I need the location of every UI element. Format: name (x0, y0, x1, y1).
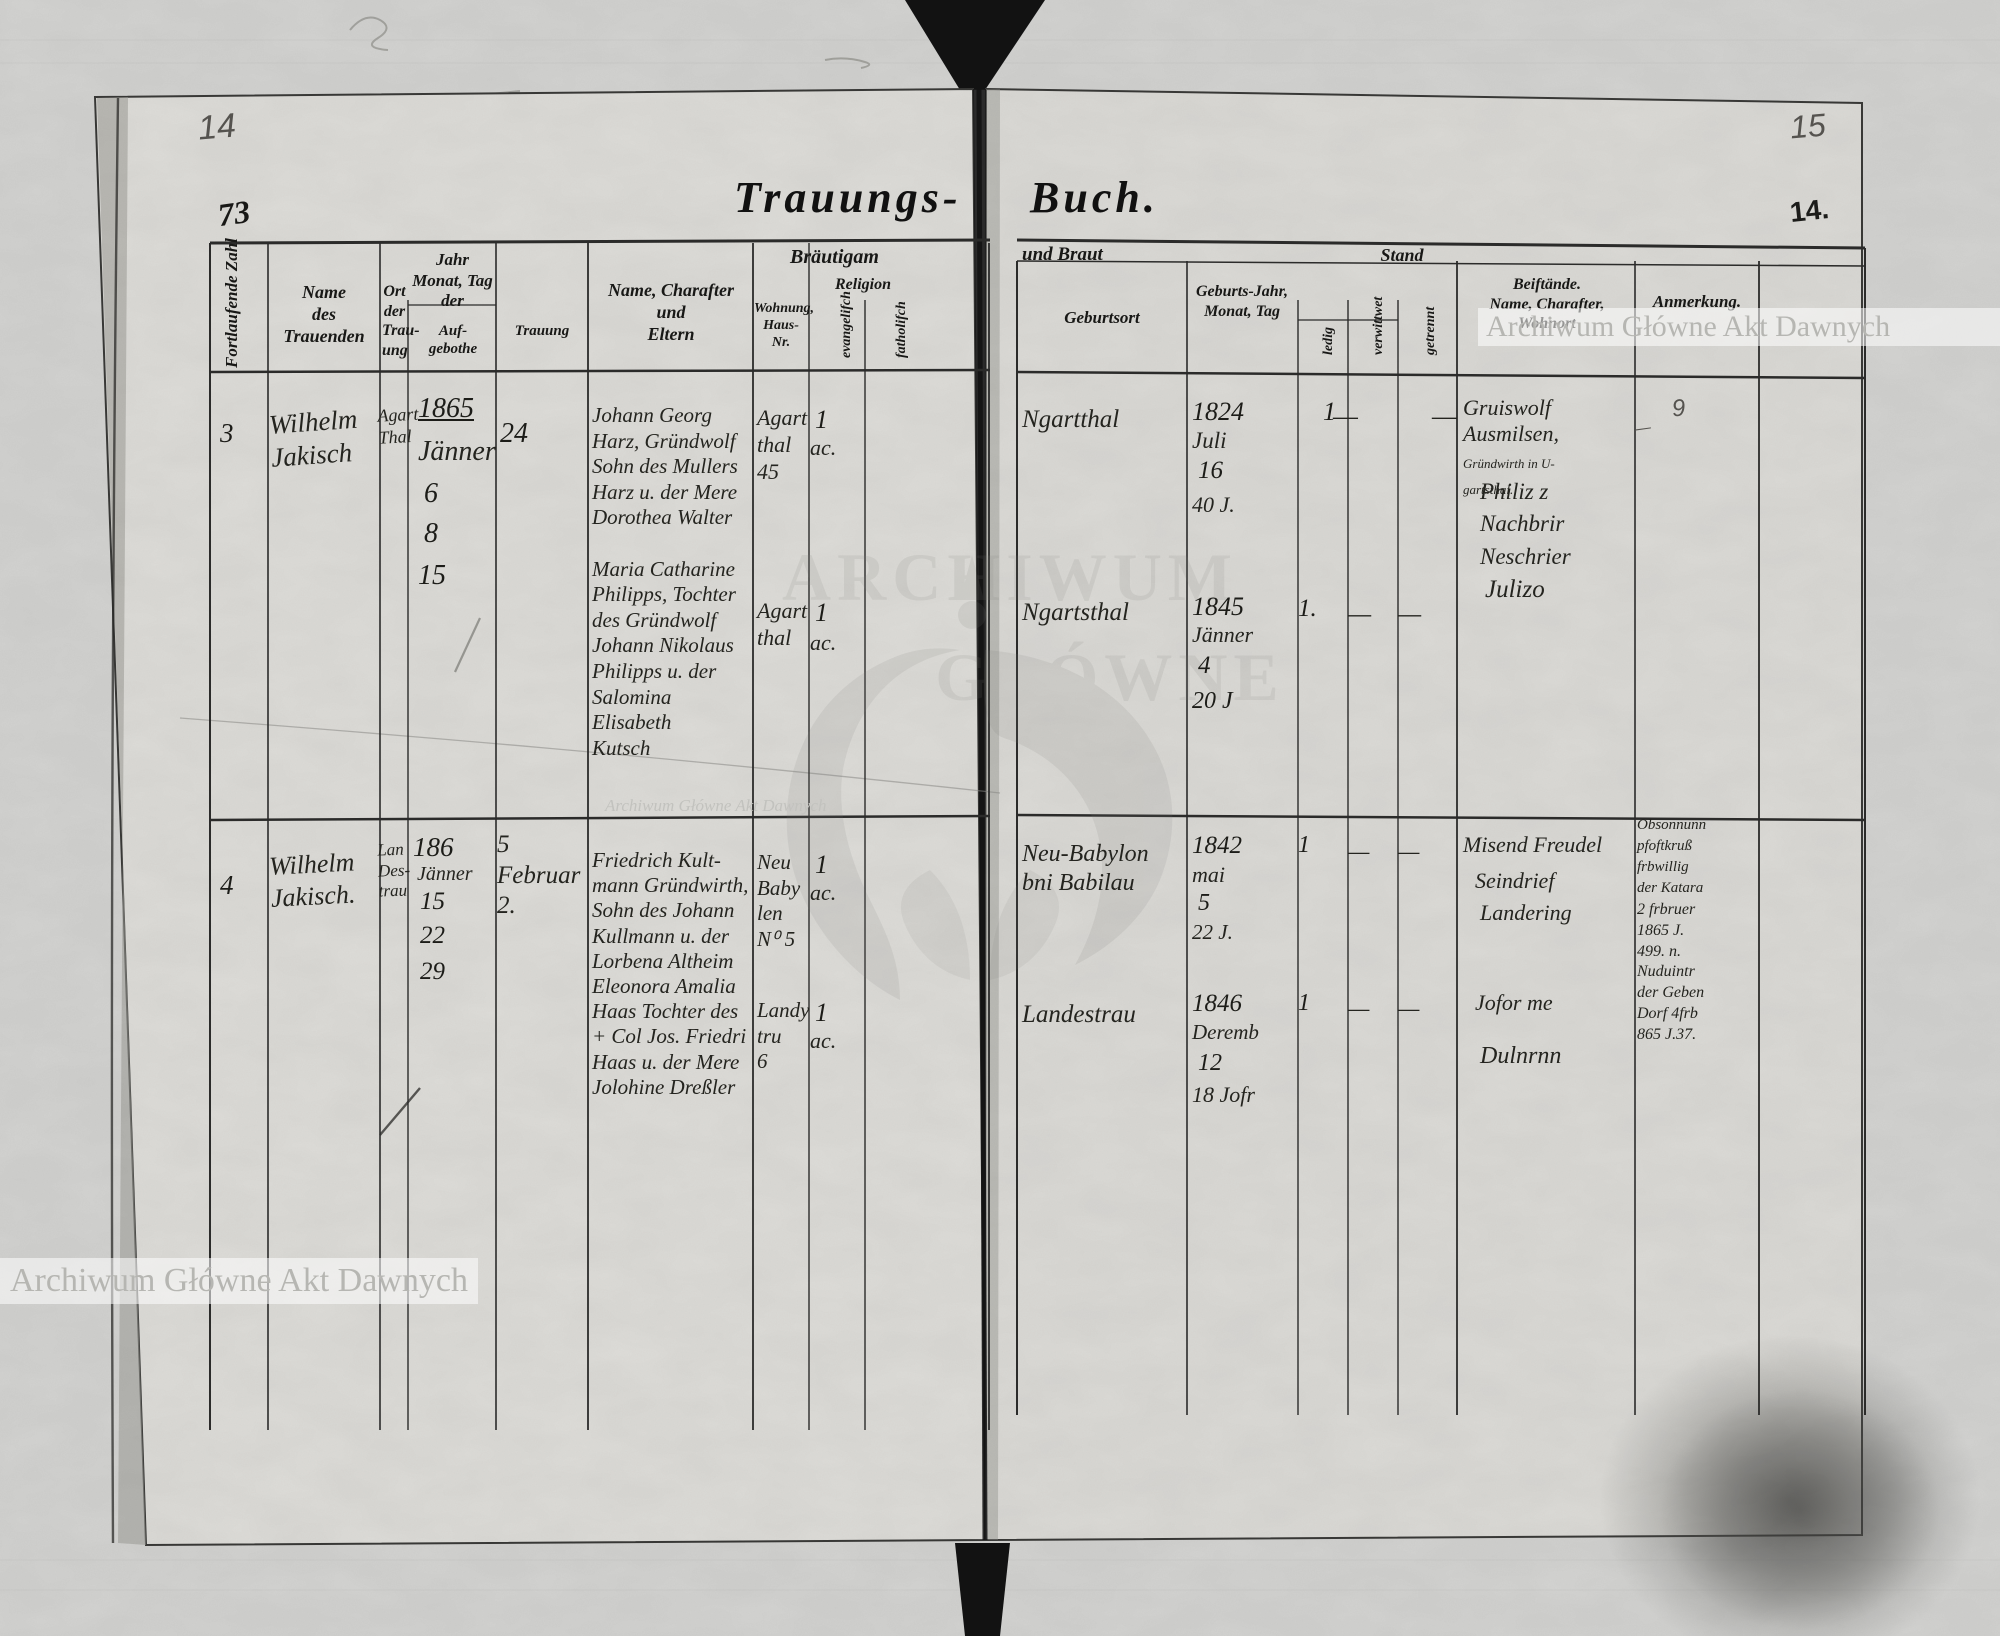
svg-text:ARCHIWUM: ARCHIWUM (782, 539, 1238, 615)
